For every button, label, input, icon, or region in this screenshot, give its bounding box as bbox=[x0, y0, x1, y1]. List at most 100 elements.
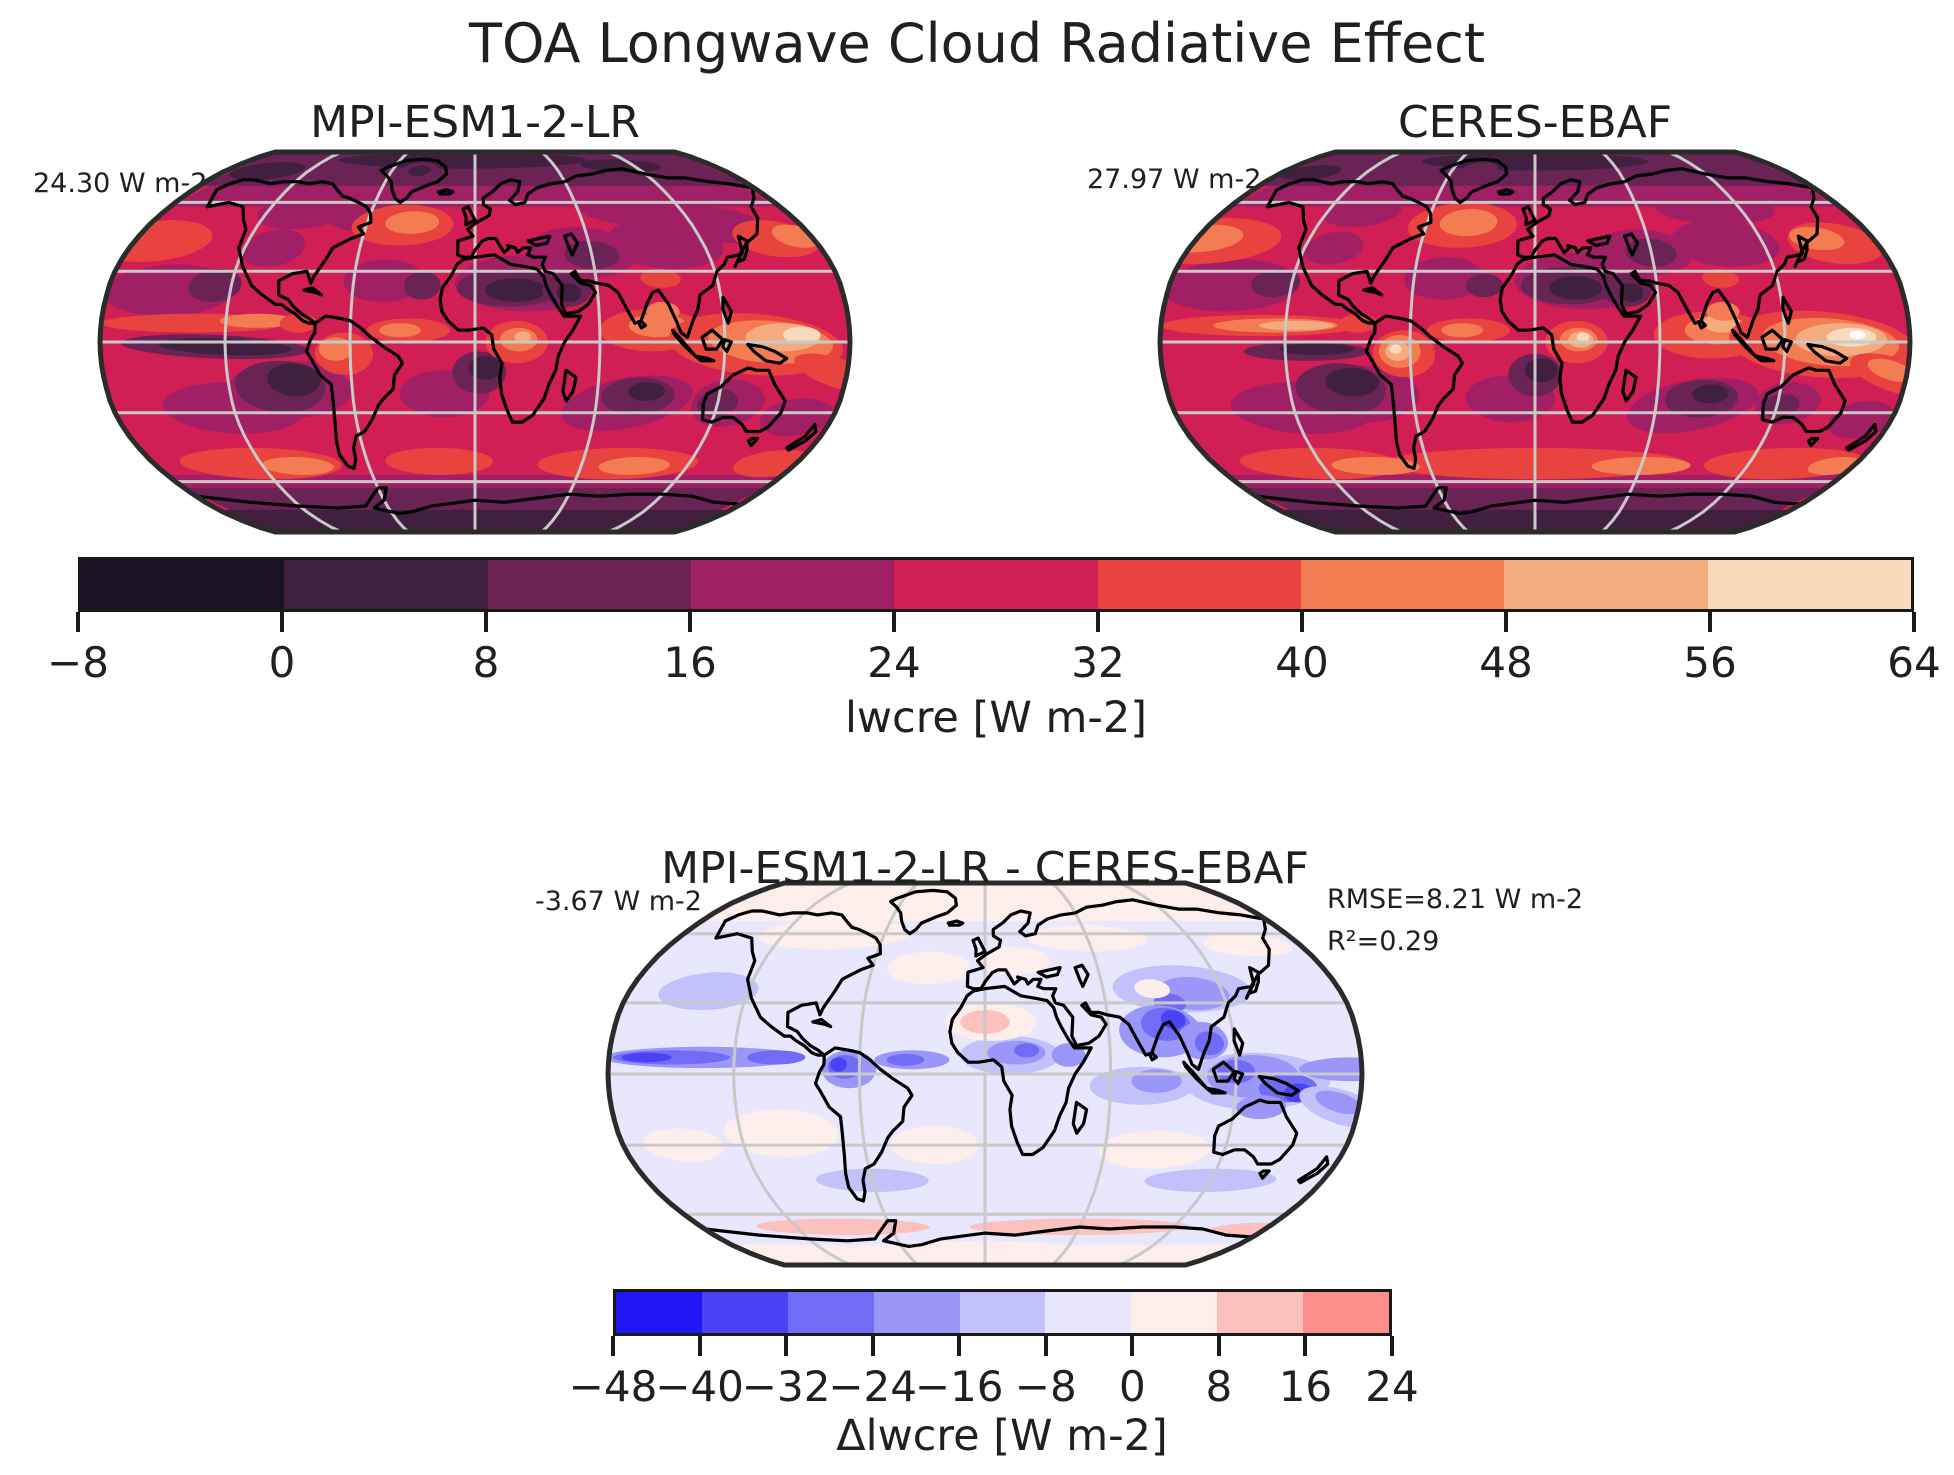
colorbar-tick-mark bbox=[1912, 612, 1916, 632]
coastline-greenland bbox=[889, 888, 958, 936]
colorbar-tick-label: −24 bbox=[828, 1362, 917, 1411]
map-bias bbox=[608, 883, 1362, 1265]
coastline-africa bbox=[1498, 253, 1643, 424]
map-model-coastlines bbox=[194, 157, 818, 516]
coastline-caspian-sea bbox=[1623, 232, 1640, 257]
coastline-sulawesi bbox=[1232, 1070, 1245, 1086]
coastline-britain bbox=[971, 936, 987, 958]
colorbar-tick-label: 32 bbox=[1071, 638, 1125, 687]
coastline-java bbox=[693, 354, 716, 363]
colorbar-tick-label: 0 bbox=[1118, 1362, 1146, 1411]
coastline-south-america bbox=[813, 1046, 914, 1203]
coastline-sri-lanka bbox=[1148, 1051, 1158, 1062]
coastline-madagascar bbox=[1071, 1100, 1089, 1135]
coastline-britain bbox=[461, 205, 477, 227]
coastline-iceland bbox=[946, 919, 965, 927]
coastline-sri-lanka bbox=[1697, 319, 1707, 330]
coastline-eurasia bbox=[965, 898, 1271, 1071]
colorbar-tick-label: 8 bbox=[1205, 1362, 1233, 1411]
map-bias-coastlines bbox=[703, 888, 1330, 1248]
coastline-australia bbox=[1212, 1098, 1299, 1166]
colorbar-tick-label: −40 bbox=[655, 1362, 744, 1411]
colorbar-tick-label: 64 bbox=[1887, 638, 1941, 687]
colorbar-top-label: lwcre [W m-2] bbox=[844, 693, 1148, 743]
colorbar-segment bbox=[284, 560, 488, 609]
coastline-philippines bbox=[1232, 1027, 1245, 1057]
colorbar-tick-label: 8 bbox=[472, 638, 500, 687]
colorbar-tick-label: −32 bbox=[741, 1362, 831, 1411]
coastline-north-america bbox=[205, 178, 373, 325]
colorbar-segment bbox=[1303, 1292, 1390, 1333]
colorbar-tick-label: −8 bbox=[1014, 1362, 1077, 1411]
colorbar-segment bbox=[1707, 560, 1911, 609]
colorbar-top bbox=[78, 557, 1914, 612]
map-bias-outline bbox=[605, 880, 1365, 1268]
colorbar-tick-label: 24 bbox=[1365, 1362, 1419, 1411]
coastline-borneo bbox=[1760, 328, 1785, 351]
colorbar-tick-mark bbox=[687, 612, 692, 632]
colorbar-tick-mark bbox=[1299, 612, 1304, 632]
colorbar-segment bbox=[1217, 1292, 1304, 1333]
colorbar-tick-mark bbox=[1216, 1336, 1221, 1356]
colorbar-tick-mark bbox=[1130, 1336, 1135, 1356]
coastline-cuba bbox=[811, 1017, 833, 1029]
coastline-borneo bbox=[700, 328, 725, 351]
coastline-new-guinea bbox=[1806, 342, 1849, 365]
colorbar-tick-mark bbox=[1303, 1336, 1308, 1356]
colorbar-segment bbox=[616, 1292, 702, 1333]
coastline-philippines bbox=[721, 295, 733, 325]
coastline-tasmania bbox=[746, 436, 760, 448]
colorbar-bottom-ticks: −48 −40 −32 −24 −16 −8 0 8 16 24 bbox=[569, 1336, 1419, 1426]
coastline-philippines bbox=[1781, 295, 1793, 325]
colorbar-segment bbox=[959, 1292, 1046, 1333]
colorbar-tick-label: 48 bbox=[1479, 638, 1533, 687]
colorbar-tick-mark bbox=[1504, 612, 1508, 632]
panel-title-obs: CERES-EBAF bbox=[1397, 97, 1673, 148]
coastline-eurasia bbox=[1515, 167, 1820, 339]
coastline-japan bbox=[1793, 234, 1809, 269]
coastline-north-america bbox=[1265, 178, 1433, 325]
map-obs-coastlines bbox=[1254, 157, 1878, 516]
mean-value-obs: 27.97 W m-2 bbox=[1087, 164, 1262, 195]
coastline-cuba bbox=[302, 286, 324, 297]
coastline-greenland bbox=[1439, 157, 1509, 204]
coastline-iceland bbox=[1497, 188, 1515, 196]
coastline-madagascar bbox=[561, 368, 578, 403]
coastline-africa bbox=[438, 253, 583, 424]
colorbar-segment bbox=[81, 560, 285, 609]
colorbar-tick-label: −48 bbox=[568, 1362, 658, 1411]
coastline-new-zealand bbox=[1296, 1155, 1330, 1185]
colorbar-segment bbox=[487, 560, 691, 609]
colorbar-top-ticks: −8 0 8 16 24 32 40 48 56 64 bbox=[47, 612, 1941, 702]
colorbar-tick-mark bbox=[484, 612, 488, 632]
r2-value: R²=0.29 bbox=[1327, 926, 1440, 957]
coastline-new-guinea bbox=[746, 342, 789, 365]
panel-title-model: MPI-ESM1-2-LR bbox=[310, 97, 640, 148]
map-bias-graticule bbox=[608, 883, 1362, 1265]
mean-value-bias: -3.67 W m-2 bbox=[535, 886, 702, 917]
colorbar-tick-label: 40 bbox=[1275, 638, 1329, 687]
colorbar-segment bbox=[690, 560, 895, 609]
coastline-australia bbox=[1760, 366, 1847, 434]
coastline-java bbox=[1753, 354, 1776, 363]
colorbar-segment bbox=[1300, 560, 1505, 609]
coastline-north-america bbox=[714, 909, 882, 1057]
colorbar-tick-label: −8 bbox=[47, 638, 109, 687]
coastline-caspian-sea bbox=[563, 232, 580, 257]
colorbar-segment bbox=[1131, 1292, 1218, 1333]
colorbar-tick-mark bbox=[1096, 612, 1100, 632]
colorbar-bottom-label: Δlwcre [W m-2] bbox=[836, 1411, 1168, 1461]
coastline-japan bbox=[733, 234, 749, 269]
map-obs bbox=[1160, 152, 1910, 532]
coastline-australia bbox=[700, 366, 787, 434]
colorbar-segment bbox=[787, 1292, 874, 1333]
colorbar-tick-mark bbox=[280, 612, 284, 632]
coastline-tasmania bbox=[1258, 1169, 1271, 1180]
coastline-japan bbox=[1244, 966, 1260, 1000]
coastline-new-zealand bbox=[785, 422, 818, 452]
coastline-eurasia bbox=[455, 167, 760, 339]
coastline-africa bbox=[948, 984, 1093, 1157]
colorbar-tick-mark bbox=[76, 612, 80, 632]
colorbar-tick-label: 24 bbox=[867, 638, 921, 687]
